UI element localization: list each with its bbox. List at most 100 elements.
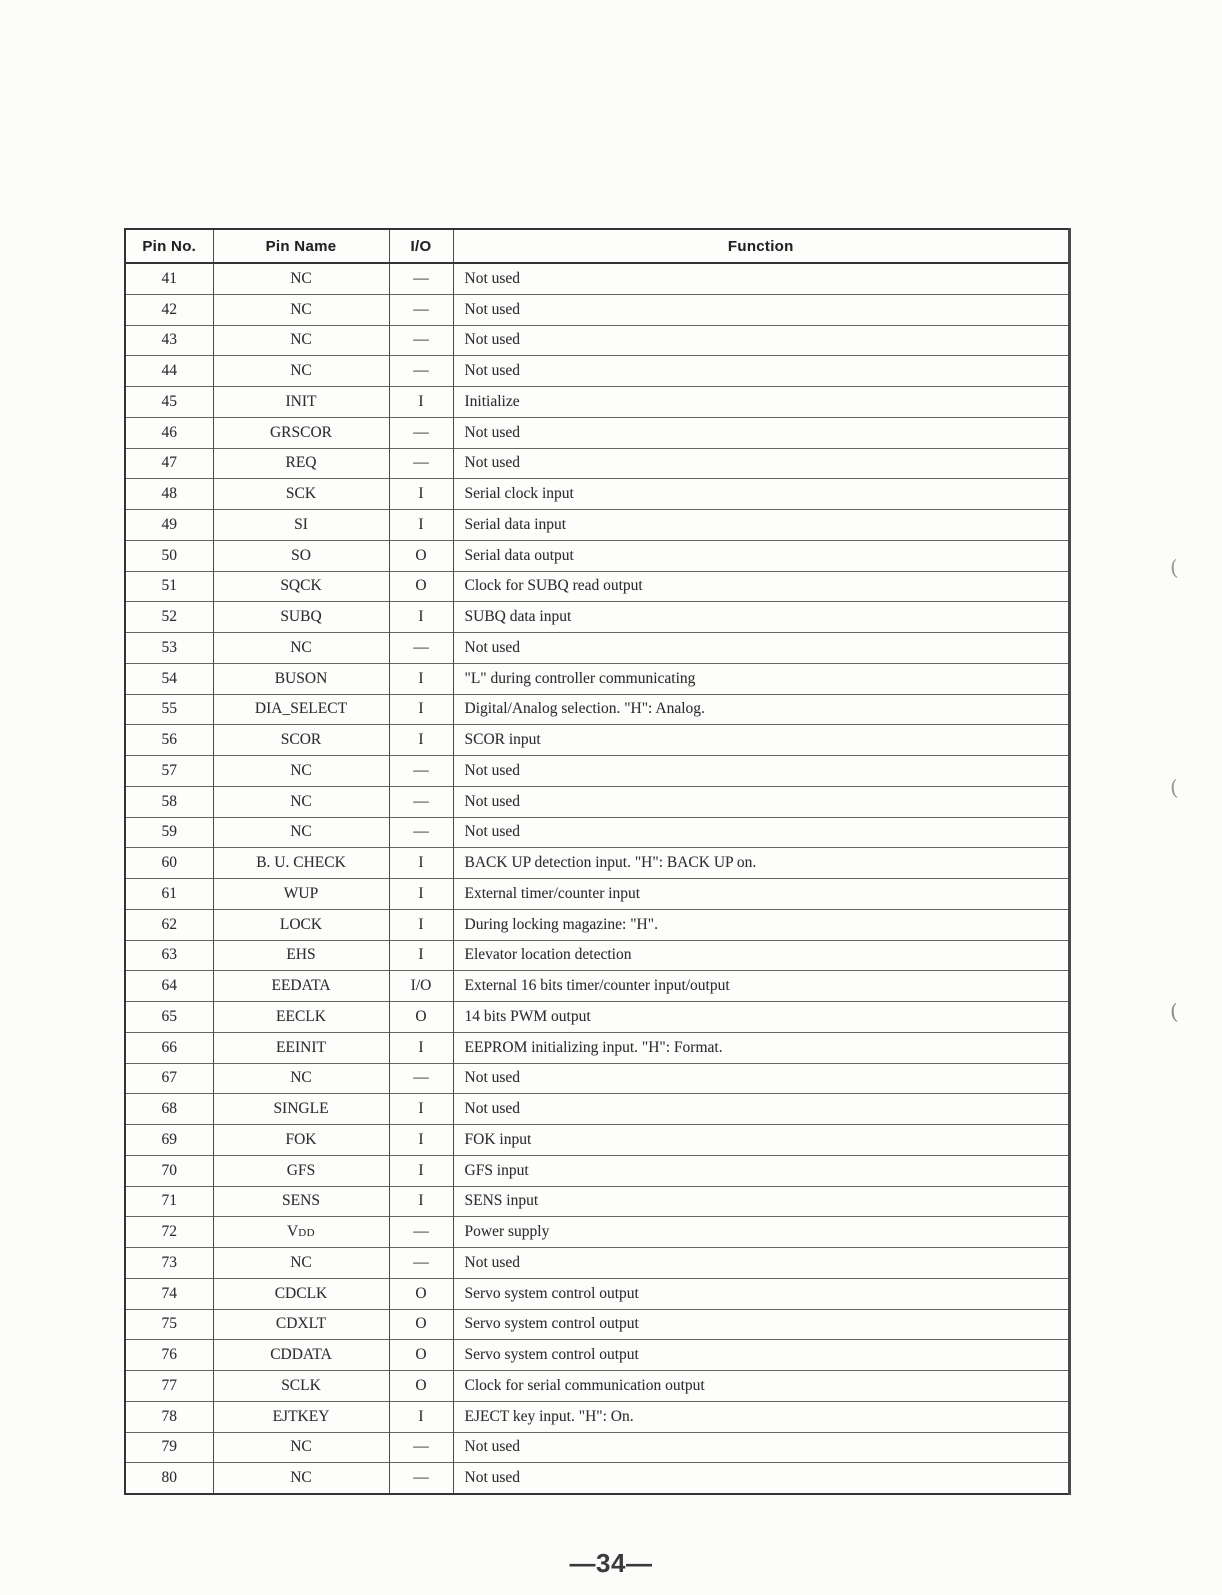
table-row: 41 NC — Not used [125, 263, 1070, 295]
table-row: 47 REQ — Not used [125, 448, 1070, 479]
pin-name-cell: NC [212, 294, 389, 325]
function-cell: Not used [452, 817, 1070, 848]
page-number: —34— [569, 1548, 653, 1578]
pin-name-cell: CDDATA [212, 1339, 389, 1371]
io-cell: I [388, 909, 453, 940]
io-cell: I [388, 386, 453, 418]
function-cell: Servo system control output [452, 1309, 1070, 1340]
table-row: 57 NC — Not used [125, 755, 1070, 787]
pin-name-cell: INIT [212, 386, 389, 418]
pin-no-cell: 50 [161, 546, 178, 564]
table-row: 54 BUSON I "L" during controller communicat… [125, 663, 1070, 694]
io-cell: I [388, 1124, 453, 1156]
function-cell: Not used [452, 1462, 1070, 1494]
io-cell: — [388, 448, 453, 479]
pin-name-cell: SO [212, 540, 389, 571]
io-cell: I [388, 601, 453, 633]
pin-no-cell: 75 [161, 1315, 178, 1333]
pin-no-cell: 67 [161, 1069, 178, 1087]
function-cell: Not used [452, 1063, 1070, 1094]
pin-name-cell: DIA_SELECT [212, 694, 389, 725]
pin-no-cell: 74 [161, 1284, 178, 1302]
pin-name-cell: LOCK [212, 909, 389, 940]
function-cell: Not used [452, 448, 1070, 479]
io-cell: — [388, 417, 453, 448]
table-row: 69 FOK I FOK input [125, 1124, 1070, 1156]
pin-no-cell: 63 [161, 946, 178, 964]
pin-name-cell: SCLK [212, 1370, 389, 1402]
pin-name-cell: NC [212, 1462, 389, 1494]
pin-no-cell: 59 [161, 823, 178, 841]
pin-name-cell: NC [212, 355, 389, 387]
function-cell: Power supply [452, 1216, 1070, 1248]
table-row: 65 EECLK O 14 bits PWM output [125, 1001, 1070, 1033]
pin-no-cell: 71 [161, 1192, 178, 1210]
function-cell: EEPROM initializing input. "H": Format. [452, 1032, 1070, 1063]
table-row: 53 NC — Not used [125, 632, 1070, 664]
function-cell: "L" during controller communicating [452, 663, 1070, 694]
io-cell: I [388, 940, 453, 971]
pin-name-cell: SUBQ [212, 601, 389, 633]
table-row: 51 SQCK O Clock for SUBQ read output [125, 571, 1070, 602]
pin-no-cell: 69 [161, 1130, 178, 1148]
table-row: 55 DIA_SELECT I Digital/Analog selection. "… [125, 694, 1070, 725]
table-row: 48 SCK I Serial clock input [125, 478, 1070, 510]
pin-no-cell: 73 [161, 1253, 178, 1271]
io-cell: I [388, 878, 453, 910]
table-row: 66 EEINIT I EEPROM initializing input. "H":… [125, 1032, 1070, 1063]
function-cell: SCOR input [452, 724, 1070, 756]
function-cell: Serial data input [452, 509, 1070, 541]
function-cell: Not used [452, 355, 1070, 387]
pin-name-cell: EHS [212, 940, 389, 971]
pin-no-cell: 76 [161, 1346, 178, 1364]
io-cell: — [388, 1432, 453, 1463]
io-cell: I [388, 1155, 453, 1186]
pin-no-cell: 44 [161, 362, 178, 380]
pin-name-cell: CDCLK [212, 1278, 389, 1309]
table-row: 80 NC — Not used [125, 1462, 1070, 1494]
pin-name-cell: NC [212, 1063, 389, 1094]
pin-no-cell: 66 [161, 1038, 178, 1056]
pin-name-cell: NC [212, 1432, 389, 1463]
scan-artifact-mark: ( [1169, 555, 1180, 581]
pin-no-cell: 58 [161, 792, 178, 810]
io-cell: — [388, 1063, 453, 1094]
pin-name-cell: SENS [212, 1186, 389, 1217]
io-cell: I [388, 847, 453, 879]
table-row: 73 NC — Not used [125, 1247, 1070, 1279]
function-cell: SUBQ data input [452, 601, 1070, 633]
io-cell: — [388, 1247, 453, 1279]
pin-no-cell: 78 [161, 1407, 178, 1425]
pin-no-cell: 53 [161, 638, 178, 656]
io-cell: O [388, 540, 453, 571]
io-cell: — [388, 294, 453, 325]
pin-name-cell: NC [212, 263, 389, 295]
function-cell: EJECT key input. "H": On. [452, 1401, 1070, 1432]
pin-no-cell: 46 [161, 423, 178, 441]
function-cell: Not used [452, 325, 1070, 356]
io-cell: I [388, 694, 453, 725]
function-cell: Not used [452, 1247, 1070, 1279]
pin-name-cell: NC [212, 632, 389, 664]
pin-table-body: 41 NC — Not used 42 NC — Not used 43 NC — Not used 4… [125, 263, 1070, 1494]
pin-no-cell: 68 [161, 1100, 178, 1118]
pin-name-cell: NC [212, 755, 389, 787]
function-cell: Not used [452, 632, 1070, 664]
pin-name-cell: FOK [212, 1124, 389, 1156]
table-row: 79 NC — Not used [125, 1432, 1070, 1463]
table-row: 59 NC — Not used [125, 817, 1070, 848]
pin-no-cell: 43 [161, 331, 178, 349]
io-cell: — [388, 786, 453, 817]
pin-no-cell: 49 [161, 515, 178, 533]
function-cell: Not used [452, 417, 1070, 448]
io-cell: O [388, 1339, 453, 1371]
pin-name-cell: GRSCOR [212, 417, 389, 448]
io-cell: O [388, 1001, 453, 1033]
io-cell: O [388, 571, 453, 602]
pin-no-cell: 56 [161, 731, 178, 749]
table-row: 70 GFS I GFS input [125, 1155, 1070, 1186]
table-row: 43 NC — Not used [125, 325, 1070, 356]
function-cell: SENS input [452, 1186, 1070, 1217]
pin-no-cell: 61 [161, 884, 178, 902]
col-header-pin-no: Pin No. [125, 229, 213, 264]
